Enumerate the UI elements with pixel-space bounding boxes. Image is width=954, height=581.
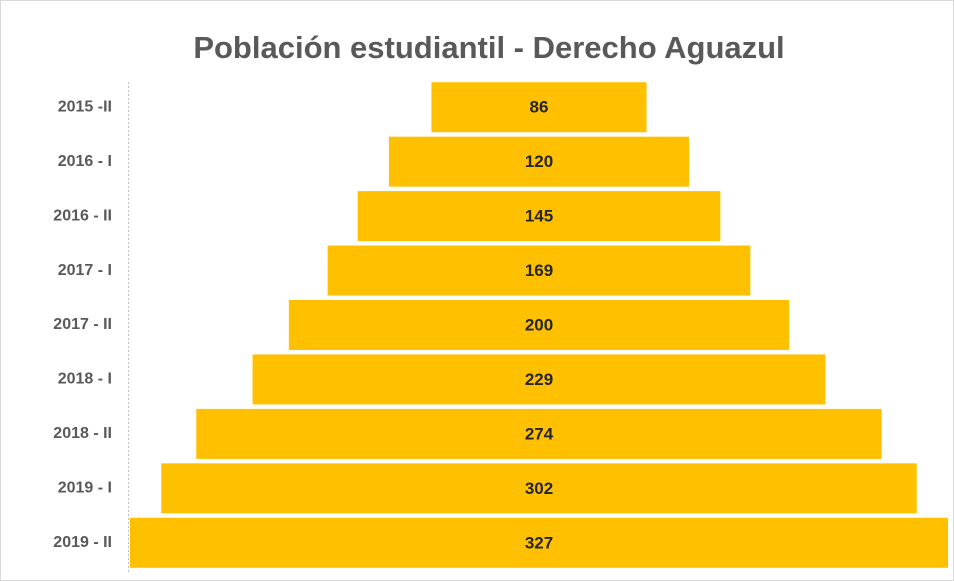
category-label: 2017 - II <box>53 316 112 333</box>
data-label: 229 <box>525 370 553 389</box>
data-label: 169 <box>525 261 553 280</box>
category-label: 2017 - I <box>58 262 112 279</box>
category-label: 2019 - I <box>58 480 112 497</box>
category-label: 2018 - I <box>58 371 112 388</box>
data-label: 145 <box>525 207 553 226</box>
data-label: 120 <box>525 152 553 171</box>
funnel-bar <box>130 517 948 568</box>
data-label: 274 <box>525 424 554 443</box>
funnel-bar <box>288 300 790 350</box>
funnel-bar <box>196 408 882 459</box>
funnel-bar <box>327 245 751 296</box>
data-label: 86 <box>530 98 549 117</box>
funnel-bar <box>252 354 826 405</box>
funnel-bar <box>388 136 690 187</box>
funnel-bar <box>431 82 647 133</box>
data-label: 200 <box>525 315 553 334</box>
funnel-bar <box>161 463 917 514</box>
data-label: 327 <box>525 533 553 552</box>
category-label: 2015 -II <box>58 98 112 115</box>
data-label: 302 <box>525 479 553 498</box>
category-label: 2016 - I <box>58 153 112 170</box>
chart-title: Población estudiantil - Derecho Aguazul <box>193 30 784 65</box>
category-label: 2016 - II <box>53 207 112 224</box>
category-label: 2019 - II <box>53 534 112 551</box>
category-label: 2018 - II <box>53 425 112 442</box>
funnel-bar <box>357 191 721 242</box>
